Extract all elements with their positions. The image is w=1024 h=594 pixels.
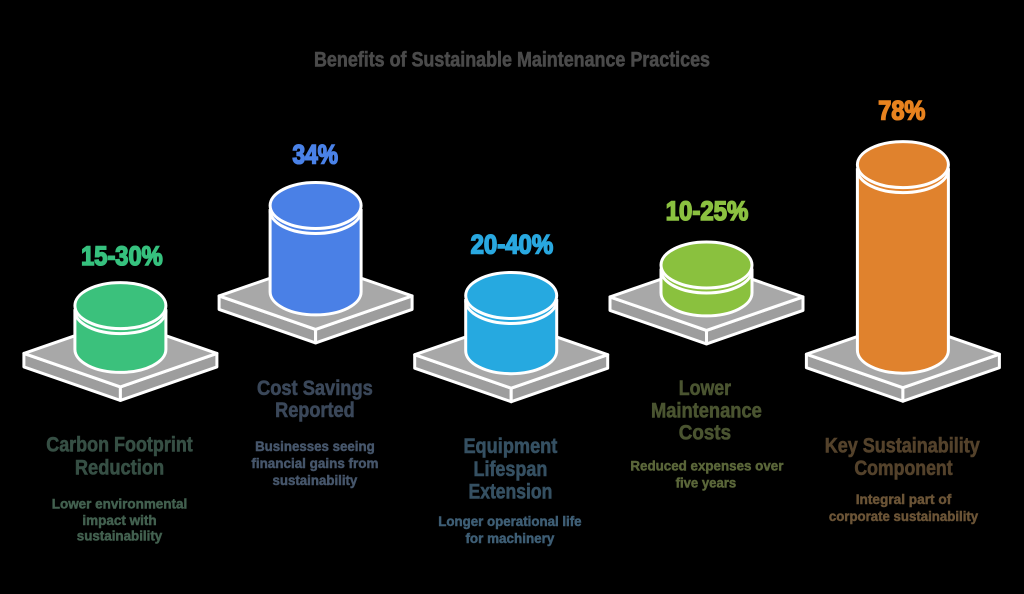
svg-text:10-25%: 10-25% <box>666 196 749 226</box>
svg-text:78%: 78% <box>878 96 925 126</box>
svg-text:Integral part of: Integral part of <box>856 491 952 507</box>
svg-text:Benefits of Sustainable Mainte: Benefits of Sustainable Maintenance Prac… <box>314 48 710 71</box>
svg-text:Reduced expenses over: Reduced expenses over <box>630 457 784 473</box>
svg-text:Equipment: Equipment <box>463 435 557 458</box>
svg-text:Maintenance: Maintenance <box>651 399 762 422</box>
svg-text:20-40%: 20-40% <box>471 230 554 260</box>
svg-text:Key Sustainability: Key Sustainability <box>825 435 980 458</box>
svg-text:Reduction: Reduction <box>75 456 164 479</box>
svg-text:Component: Component <box>854 457 952 480</box>
svg-text:Costs: Costs <box>679 422 731 445</box>
svg-text:sustainability: sustainability <box>273 472 358 488</box>
svg-text:for machinery: for machinery <box>465 530 554 546</box>
svg-text:Carbon Footprint: Carbon Footprint <box>46 434 193 457</box>
svg-text:impact with: impact with <box>82 512 156 528</box>
svg-text:Reported: Reported <box>275 399 355 422</box>
svg-text:Cost Savings: Cost Savings <box>257 377 373 400</box>
svg-text:Lower: Lower <box>679 377 731 400</box>
svg-text:Lower environmental: Lower environmental <box>52 495 188 511</box>
svg-text:Lifespan: Lifespan <box>474 458 548 481</box>
svg-text:Extension: Extension <box>469 481 553 504</box>
svg-text:34%: 34% <box>292 140 338 170</box>
svg-text:15-30%: 15-30% <box>81 241 163 271</box>
svg-text:Businesses seeing: Businesses seeing <box>255 438 375 454</box>
svg-text:financial gains from: financial gains from <box>251 455 378 471</box>
svg-text:sustainability: sustainability <box>77 528 163 544</box>
svg-text:corporate sustainability: corporate sustainability <box>829 508 978 524</box>
svg-text:Longer operational life: Longer operational life <box>438 513 582 529</box>
svg-text:five years: five years <box>676 475 737 491</box>
